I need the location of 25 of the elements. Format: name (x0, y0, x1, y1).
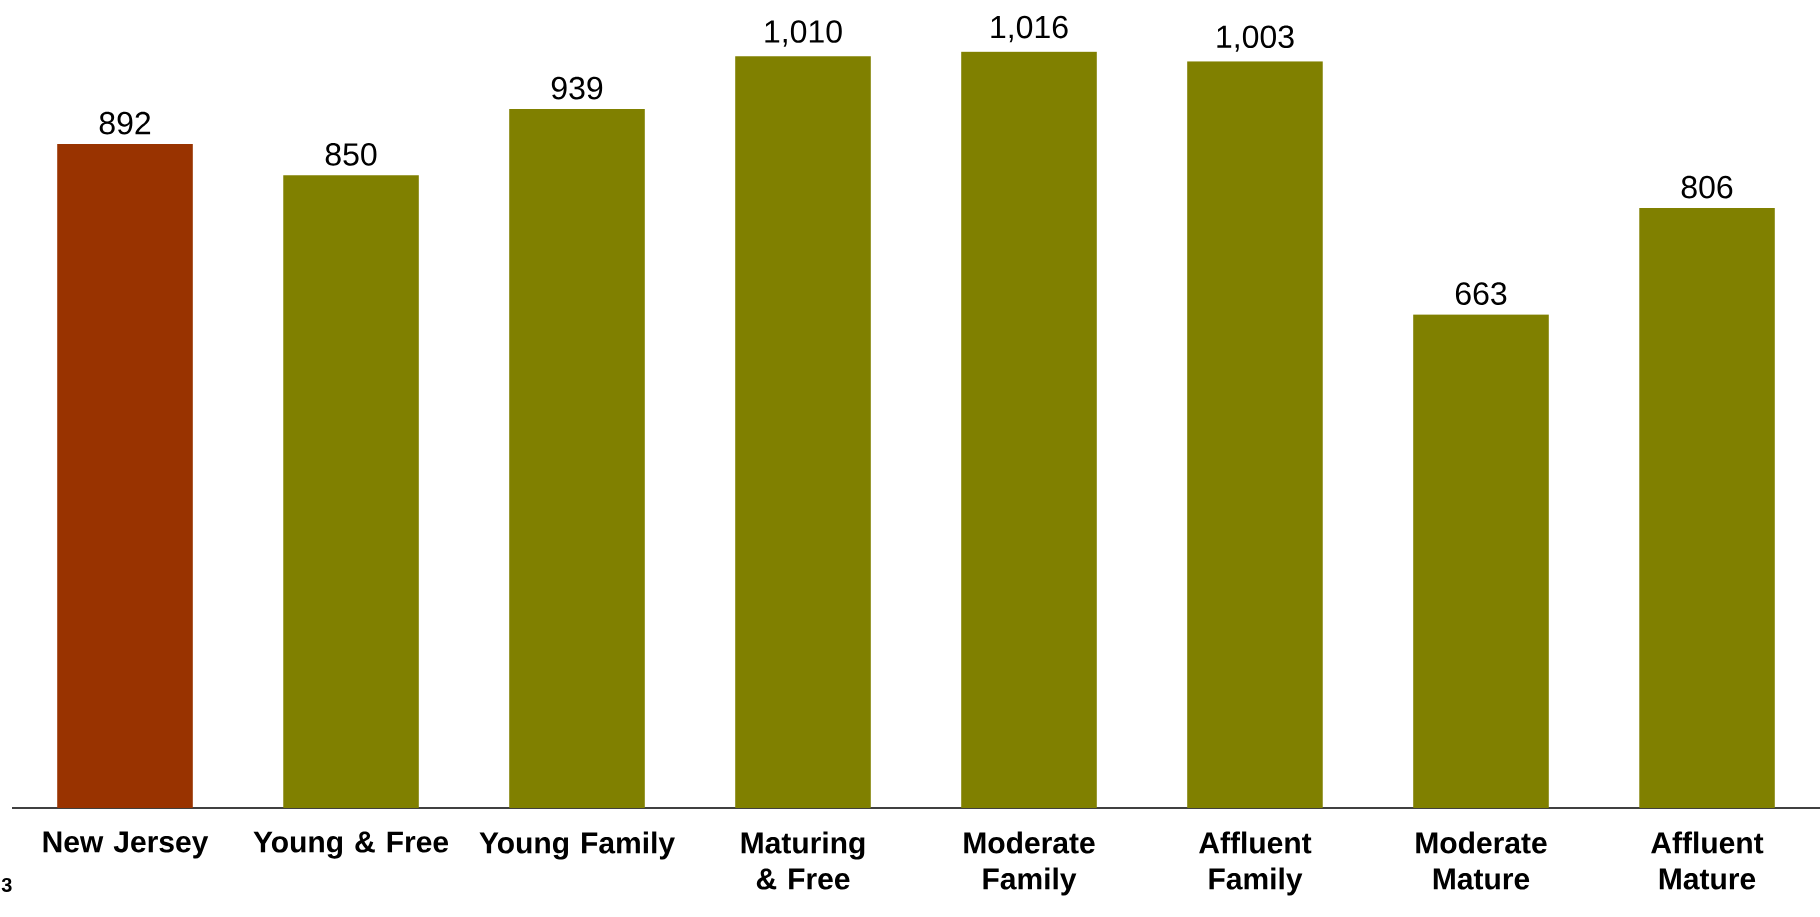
data-label: 939 (551, 76, 603, 100)
x-tick-label: Young Family (479, 831, 675, 860)
data-label: 1,003 (1217, 25, 1294, 52)
bar (509, 109, 645, 808)
data-label: 663 (1455, 282, 1507, 305)
data-label: 850 (325, 143, 377, 166)
data-label: 1,016 (991, 15, 1068, 43)
data-label: 892 (99, 111, 151, 135)
x-tick-label: Affluent Mature (1651, 831, 1764, 890)
x-tick-label: New Jersey (43, 831, 209, 859)
x-tick-label: Maturing & Free (741, 831, 865, 890)
bar (283, 175, 419, 808)
x-tick-label: Moderate Family (964, 831, 1095, 896)
data-label: 1,010 (765, 20, 842, 47)
x-tick-label: Young & Free (253, 831, 449, 859)
bar (961, 51, 1097, 808)
x-tick-label: Affluent Family (1199, 831, 1312, 896)
data-label: 806 (1681, 175, 1733, 199)
bar (1639, 208, 1775, 808)
bar (735, 56, 871, 808)
x-tick-label: Moderate Mature (1416, 831, 1547, 890)
text: 3 (1, 877, 12, 893)
bar (1187, 61, 1323, 808)
bar (1413, 314, 1549, 808)
bar (57, 144, 193, 808)
